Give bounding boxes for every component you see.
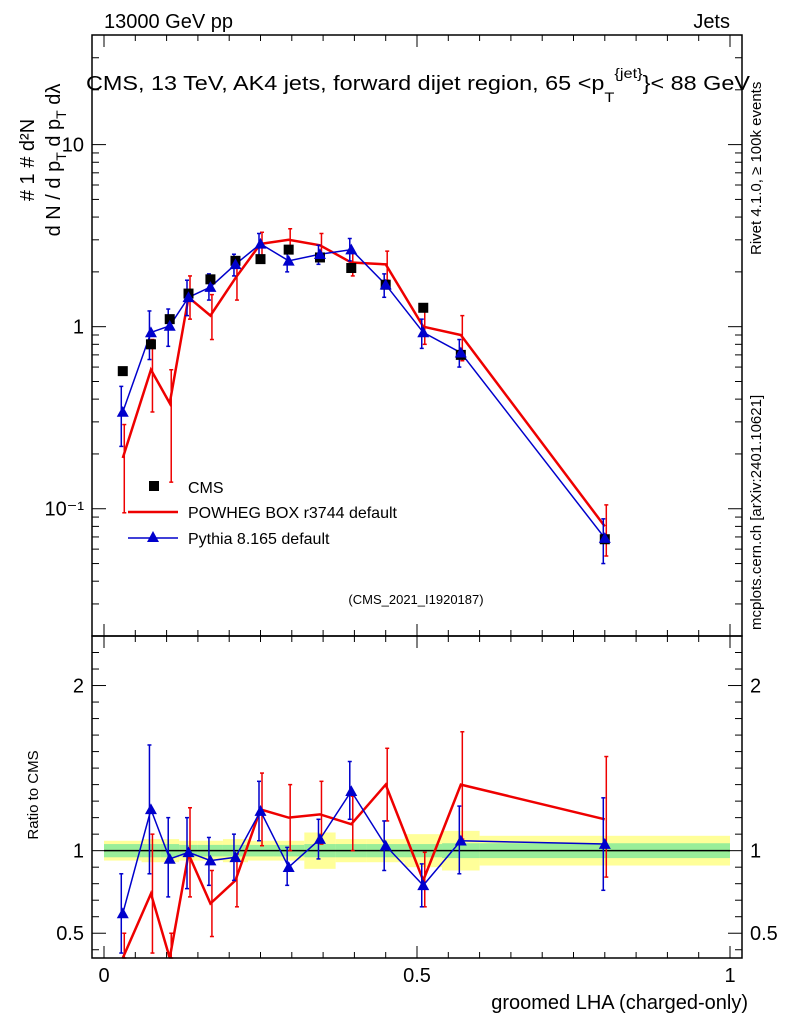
ratio-y-tick-label-right-0: 0.5 xyxy=(750,923,778,945)
main-y-tick-label-2: 10 xyxy=(62,135,84,157)
pythia-ratio-line xyxy=(122,789,605,914)
pythia-main-marker-7 xyxy=(282,254,295,266)
ratio-y-tick-label-left-2: 2 xyxy=(73,676,84,698)
ratio-y-axis-title: Ratio to CMS xyxy=(25,750,42,839)
legend-cms-marker xyxy=(149,481,159,491)
pythia-ratio-marker-8 xyxy=(313,833,326,844)
ratio-panel-data xyxy=(116,731,611,959)
legend-pythia-label: Pythia 8.165 default xyxy=(188,531,330,548)
ratio-panel-frame xyxy=(91,635,743,959)
pythia-ratio-marker-10 xyxy=(379,839,392,851)
x-tick-label-0: 0 xyxy=(98,965,109,987)
legend-cms-label: CMS xyxy=(188,480,224,497)
main-y-axis-title: # 1 # d²N d N / d pT d pT dλ xyxy=(17,84,69,237)
main-title: CMS, 13 TeV, AK4 jets, forward dijet reg… xyxy=(86,65,751,105)
pythia-main-marker-0 xyxy=(116,405,129,417)
cms-point-0 xyxy=(117,366,128,377)
pythia-main-marker-6 xyxy=(254,237,267,249)
pythia-ratio-marker-11 xyxy=(417,879,430,891)
pythia-main-marker-9 xyxy=(345,243,358,255)
pythia-main-marker-11 xyxy=(417,326,430,338)
pythia-ratio-marker-0 xyxy=(116,907,129,919)
pythia-main-marker-8 xyxy=(313,248,326,260)
pythia-main-marker-1 xyxy=(144,326,157,338)
powheg-main-line xyxy=(121,238,606,528)
x-axis-title: groomed LHA (charged-only) xyxy=(491,992,748,1014)
watermark: (CMS_2021_I1920187) xyxy=(348,592,483,607)
pythia-ratio-marker-7 xyxy=(282,861,295,872)
side-label-mcplots: mcplots.cern.ch [arXiv:2401.10621] xyxy=(748,395,765,630)
cms-point-1 xyxy=(145,339,156,350)
cms-point-4 xyxy=(205,274,216,285)
ratio-y-tick-label-left-0: 0.5 xyxy=(56,923,84,945)
x-tick-label-2: 1 xyxy=(724,965,735,987)
main-y-tick-label-1: 1 xyxy=(73,317,84,339)
header-left: 13000 GeV pp xyxy=(104,11,233,33)
pythia-main-marker-3 xyxy=(182,291,195,303)
ratio-y-tick-label-right-2: 2 xyxy=(750,676,761,698)
cms-point-6 xyxy=(255,254,266,265)
cms-point-9 xyxy=(346,263,357,274)
pythia-main-marker-2 xyxy=(163,319,176,331)
pythia-ratio-marker-2 xyxy=(163,852,176,864)
pythia-ratio-marker-6 xyxy=(254,805,267,816)
legend-pythia-marker xyxy=(147,531,159,542)
main-panel-data xyxy=(116,228,611,565)
svg-text:d N / d pT d pT dλ: d N / d pT d pT dλ xyxy=(43,84,69,237)
pythia-ratio-marker-9 xyxy=(345,785,358,797)
pythia-main-marker-12 xyxy=(454,346,467,358)
side-label-rivet: Rivet 4.1.0, ≥ 100k events xyxy=(748,82,765,255)
pythia-ratio-marker-4 xyxy=(204,854,217,866)
pythia-ratio-marker-12 xyxy=(454,834,467,846)
cms-point-7 xyxy=(283,244,294,255)
pythia-main-marker-4 xyxy=(204,281,217,292)
cms-point-2 xyxy=(164,314,175,325)
pythia-main-marker-10 xyxy=(379,278,392,290)
svg-text:# 1 # d²N: # 1 # d²N xyxy=(17,119,39,201)
cms-point-11 xyxy=(418,302,429,313)
pythia-ratio-marker-5 xyxy=(229,851,242,863)
x-tick-label-1: 0.5 xyxy=(403,965,431,987)
legend: CMS POWHEG BOX r3744 default Pythia 8.16… xyxy=(128,480,398,548)
pythia-ratio-marker-13 xyxy=(598,838,611,849)
pythia-main-marker-5 xyxy=(229,258,242,270)
pythia-main-marker-13 xyxy=(598,532,611,543)
ratio-uncertainty-bands xyxy=(104,830,730,871)
axis-ticks: 0 0.5 1 10⁻¹ 1 10 0.5 0.5 1 1 2 2 xyxy=(45,34,778,987)
pythia-ratio-marker-1 xyxy=(144,803,157,815)
ratio-y-tick-label-right-1: 1 xyxy=(750,841,761,863)
legend-powheg-label: POWHEG BOX r3744 default xyxy=(188,505,398,522)
pythia-ratio-marker-3 xyxy=(182,846,195,858)
header-right: Jets xyxy=(693,11,730,33)
powheg-ratio-line xyxy=(121,782,606,959)
ratio-y-tick-label-left-1: 1 xyxy=(73,841,84,863)
main-y-tick-label-0: 10⁻¹ xyxy=(45,499,85,521)
